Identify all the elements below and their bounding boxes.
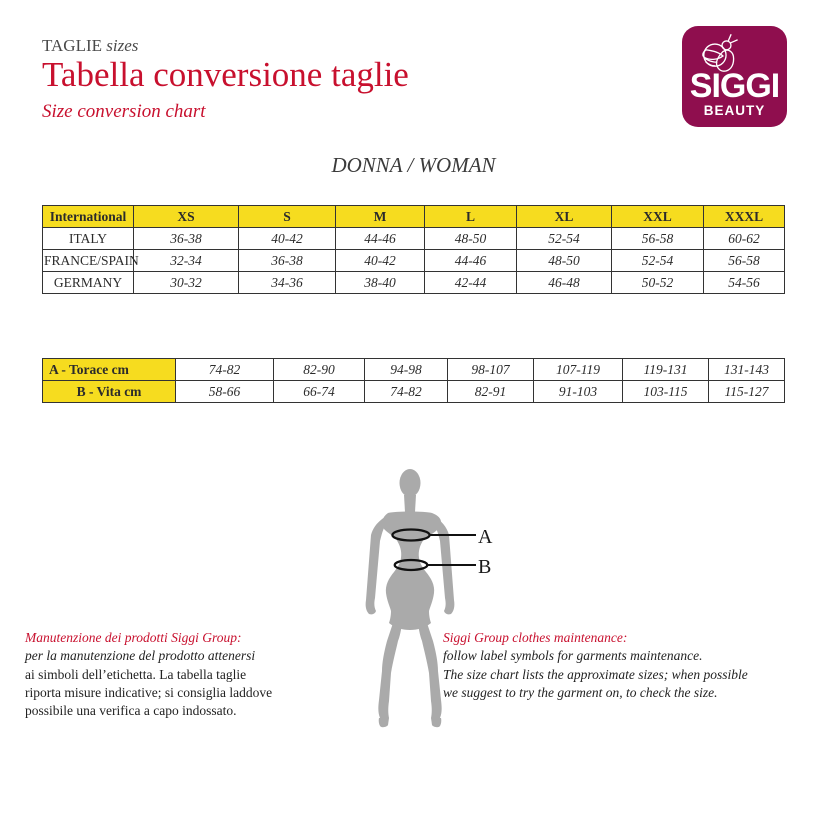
- svg-text:A: A: [478, 526, 493, 548]
- svg-text:B: B: [478, 556, 491, 578]
